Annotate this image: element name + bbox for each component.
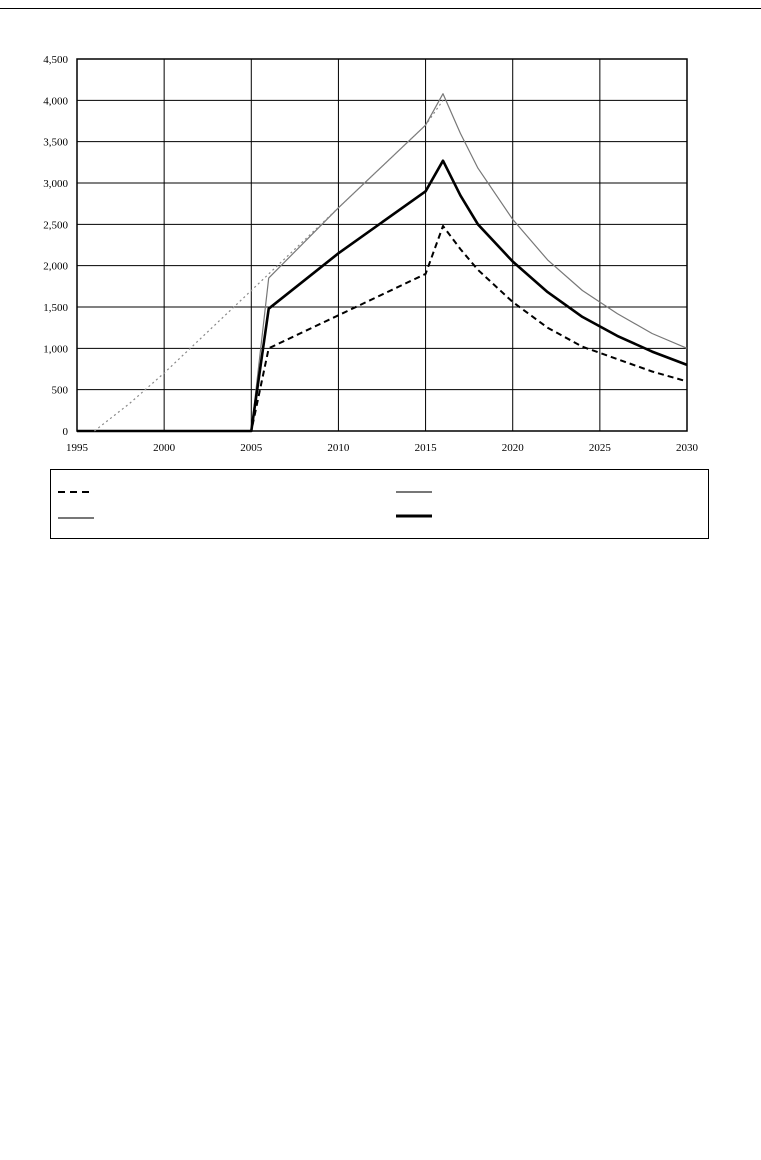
- legend-item-dashed-black: [57, 484, 101, 500]
- x-tick-label: 2010: [327, 442, 350, 454]
- y-tick-label: 4,000: [43, 95, 68, 107]
- series-line-dashed-black: [77, 225, 688, 432]
- y-tick-label: 0: [63, 426, 69, 438]
- y-tick-label: 1,000: [43, 343, 68, 355]
- y-tick-label: 500: [52, 385, 69, 397]
- y-tick-label: 2,000: [43, 261, 68, 273]
- y-tick-label: 4,500: [43, 54, 68, 66]
- series-line-thin-solid-gray: [77, 93, 688, 432]
- y-tick-label: 2,500: [43, 219, 68, 231]
- y-tick-label: 3,000: [43, 178, 68, 190]
- series-line-dotted-gray: [94, 99, 444, 432]
- x-tick-label: 2025: [589, 442, 612, 454]
- page-top-rule: [0, 8, 761, 9]
- legend: [50, 469, 709, 539]
- series-line-thick-solid-black: [77, 159, 688, 433]
- legend-item-thin-gray-1: [57, 510, 101, 526]
- legend-swatch-dashed-black: [58, 491, 94, 493]
- line-chart: 1995 2000 2005 2010 2015 2020 2025 2030 0 500 1,00…: [43, 54, 699, 454]
- x-tick-label: 2020: [502, 442, 525, 454]
- legend-item-thin-gray-2: [395, 484, 439, 500]
- x-tick-label: 2030: [676, 442, 699, 454]
- legend-swatch-thin-gray: [396, 491, 432, 493]
- x-tick-label: 2005: [240, 442, 263, 454]
- plot-frame: [76, 58, 688, 432]
- x-tick-label: 2000: [153, 442, 176, 454]
- y-tick-label: 1,500: [43, 302, 68, 314]
- legend-swatch-thin-gray: [58, 517, 94, 519]
- y-tick-label: 3,500: [43, 137, 68, 149]
- x-tick-label: 1995: [66, 442, 89, 454]
- legend-swatch-thick-black: [396, 514, 432, 518]
- legend-item-thick-black: [395, 508, 439, 524]
- x-tick-label: 2015: [415, 442, 438, 454]
